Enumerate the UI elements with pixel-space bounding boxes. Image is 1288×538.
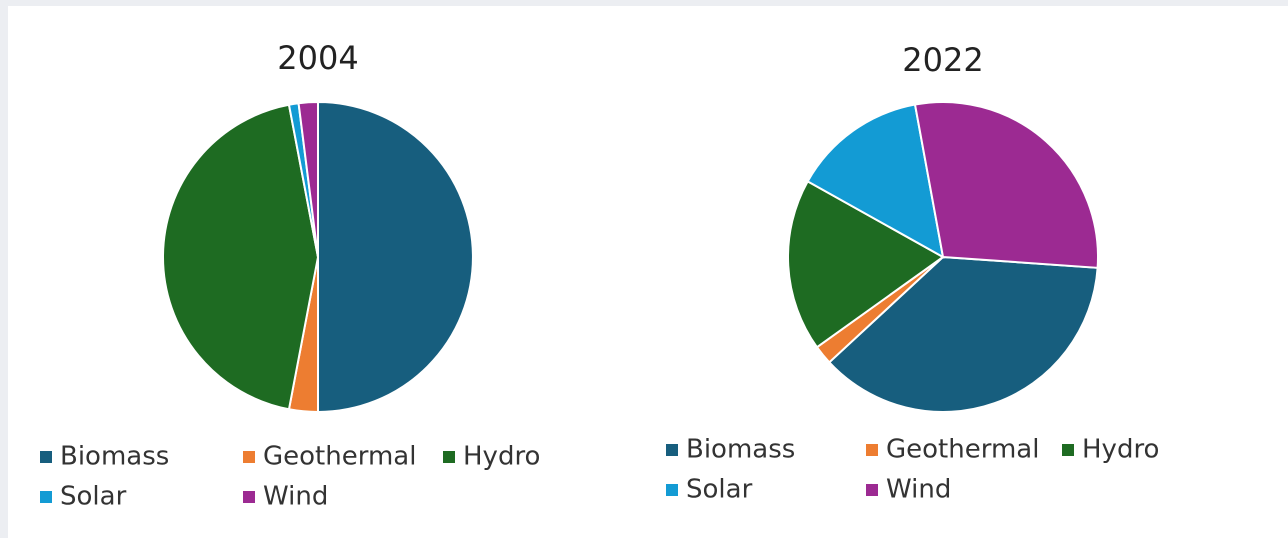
legend-label: Hydro bbox=[1082, 435, 1159, 465]
legend-swatch bbox=[666, 444, 678, 456]
legend-swatch bbox=[1062, 444, 1074, 456]
pie-slice bbox=[297, 100, 319, 258]
legend-label: Solar bbox=[60, 482, 127, 512]
legend-label: Geothermal bbox=[886, 435, 1039, 465]
legend-label: Geothermal bbox=[263, 442, 416, 472]
legend-swatch bbox=[666, 484, 678, 496]
legend-label: Biomass bbox=[686, 435, 795, 465]
legend-swatch bbox=[443, 451, 455, 463]
legend-swatch bbox=[866, 484, 878, 496]
legend-swatch bbox=[243, 451, 255, 463]
pie-slice bbox=[913, 101, 1099, 269]
chart-title: 2022 bbox=[902, 41, 983, 79]
chart-title: 2004 bbox=[277, 39, 358, 77]
legend-swatch bbox=[40, 491, 52, 503]
pie-slice bbox=[806, 103, 945, 259]
legend-label: Biomass bbox=[60, 442, 169, 472]
legend-label: Wind bbox=[886, 475, 951, 505]
pie-slice bbox=[161, 103, 320, 411]
legend-label: Hydro bbox=[463, 442, 540, 472]
legend-label: Solar bbox=[686, 475, 753, 505]
pie-slice bbox=[827, 255, 1099, 413]
pie-slice bbox=[787, 180, 945, 349]
legend-swatch bbox=[40, 451, 52, 463]
pie-slice bbox=[317, 100, 474, 414]
legend-label: Wind bbox=[263, 482, 328, 512]
legend-swatch bbox=[866, 444, 878, 456]
legend-swatch bbox=[243, 491, 255, 503]
